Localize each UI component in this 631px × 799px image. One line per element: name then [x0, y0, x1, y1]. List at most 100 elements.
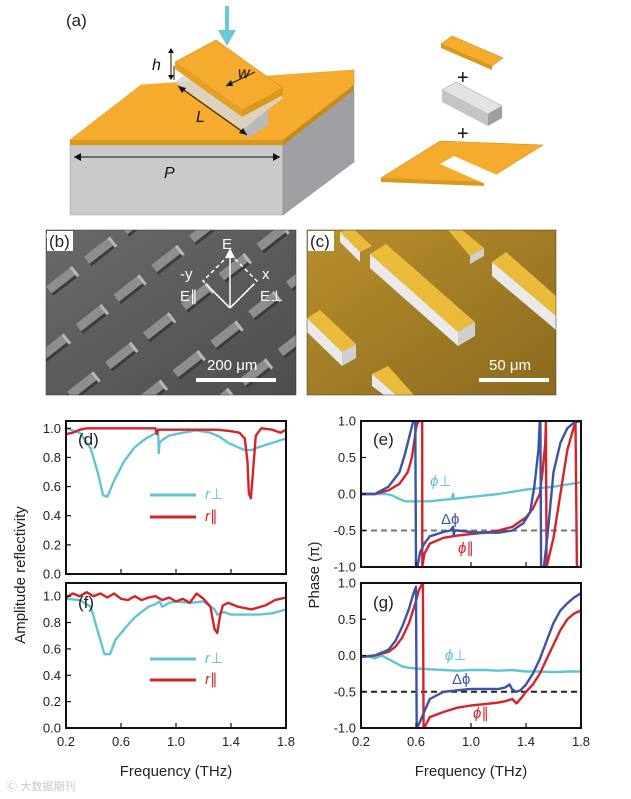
exploded-view: + + — [380, 35, 544, 186]
y-tick-label-f: 1.0 — [43, 589, 61, 604]
plus-sign-2: + — [457, 123, 469, 145]
legend-f: r⊥ r∥ — [150, 650, 223, 688]
y-tick-label-f: 0.0 — [43, 721, 61, 736]
annot-phi-perp-g: ϕ⊥ — [445, 647, 466, 664]
scale-label-c: 50 μm — [489, 357, 531, 374]
x-tick-label-g: 0.2 — [352, 734, 370, 749]
incident-arrow — [218, 6, 236, 46]
legend-r-par-f: r∥ — [205, 671, 218, 688]
plot-area-g: 0.2 0.6 1.0 1.4 1.8 -1.0 -0.5 0.0 0.5 1.0 — [334, 576, 590, 750]
axes-frame-e — [360, 420, 582, 568]
plus-sign-1: + — [457, 67, 469, 89]
chart-g: 0.2 0.6 1.0 1.4 1.8-1.0-0.50.00.51.0 (g) ϕ⊥ … — [334, 576, 590, 750]
legend-r-perp: r⊥ — [205, 486, 223, 503]
panel-label-d: (d) — [78, 430, 99, 449]
panel-c-label-bg — [308, 231, 334, 251]
y-tick-label-g: 1.0 — [338, 576, 356, 591]
legend-r-par: r∥ — [205, 508, 218, 525]
y-axis-title-left: Amplitude reflectivity — [12, 506, 29, 644]
series-line-f-1 — [66, 591, 286, 635]
plot-area-e: -1.0 -0.5 0.0 0.5 1.0 — [334, 414, 582, 575]
y-tick-label-g: -1.0 — [334, 721, 356, 736]
legend-r-perp-f: r⊥ — [205, 650, 223, 667]
annot-delta-phi-e: Δϕ — [441, 511, 459, 528]
label-E-par: E∥ — [180, 288, 198, 305]
panel-label-a: (a) — [66, 11, 87, 30]
y-tick-label-g: 0.0 — [338, 648, 356, 663]
chart-f: 0.2 0.6 1.0 1.4 1.80.00.20.40.60.81.0 (f) r⊥… — [43, 582, 295, 749]
y-tick-label-g: -0.5 — [334, 684, 356, 699]
y-tick-label-d: 1.0 — [43, 421, 61, 436]
y-tick-label-d: 0.2 — [43, 537, 61, 552]
y-tick-label-d: 0.8 — [43, 450, 61, 465]
dim-L-label: L — [196, 109, 205, 126]
series-line-d-1 — [66, 427, 286, 500]
plot-area-f: 0.2 0.6 1.0 1.4 1.80.00.20.40.60.81.0 — [43, 589, 295, 749]
dim-P-label: P — [164, 165, 175, 182]
label-E-perp: E⊥ — [260, 288, 283, 305]
y-tick-label-e: 0.0 — [338, 487, 356, 502]
x-axis-title-left: Frequency (THz) — [120, 763, 233, 780]
panel-label-e: (e) — [373, 430, 394, 449]
series-line-g-1 — [361, 583, 581, 728]
x-tick-label-g: 0.6 — [407, 734, 425, 749]
series-line-e-2 — [361, 421, 581, 567]
label-E: E — [222, 236, 232, 253]
bar-shapes — [307, 230, 556, 395]
label-neg-y: -y — [180, 266, 193, 283]
panel-label-f: (f) — [78, 593, 94, 612]
dim-h-label: h — [152, 57, 161, 74]
panel-c: (c) 50 μm — [306, 229, 557, 396]
x-tick-label-f: 0.6 — [112, 734, 130, 749]
chart-e: -1.0 -0.5 0.0 0.5 1.0 (e) ϕ⊥ Δϕ ϕ∥ — [334, 414, 582, 575]
dimension-annotations: h w L P — [74, 48, 280, 182]
series-line-g-2 — [361, 585, 581, 728]
x-tick-label-f: 1.0 — [167, 734, 185, 749]
y-axis-title-right: Phase (π) — [306, 541, 323, 608]
x-tick-label-g: 1.0 — [462, 734, 480, 749]
y-tick-label-e: 1.0 — [338, 414, 356, 429]
panel-a: (a) h — [66, 6, 544, 216]
y-tick-label-d: 0.0 — [43, 567, 61, 582]
panel-label-c: (c) — [310, 232, 330, 251]
panel-label-g: (g) — [373, 593, 394, 612]
y-tick-label-g: 0.5 — [338, 612, 356, 627]
scale-bar-b — [196, 378, 276, 382]
y-tick-label-d: 0.6 — [43, 479, 61, 494]
y-tick-label-f: 0.2 — [43, 694, 61, 709]
y-tick-label-e: -1.0 — [334, 560, 356, 575]
plot-area-d: 0.0 0.2 0.4 0.6 0.8 1.0 — [43, 421, 287, 582]
axes-frame-g — [360, 582, 582, 729]
y-tick-label-e: -0.5 — [334, 523, 356, 538]
series-line-f-0 — [66, 597, 286, 656]
x-axis-title-right: Frequency (THz) — [415, 763, 528, 780]
y-tick-label-f: 0.8 — [43, 615, 61, 630]
x-tick-label-g: 1.8 — [572, 734, 590, 749]
y-tick-label-e: 0.5 — [338, 450, 356, 465]
chart-d: 0.0 0.2 0.4 0.6 0.8 1.0 (d) r⊥ r∥ — [43, 420, 287, 582]
annot-delta-phi-g: Δϕ — [452, 671, 470, 688]
polarization-diagram: E -y x E∥ E⊥ — [180, 236, 283, 310]
annot-phi-par-g: ϕ∥ — [473, 705, 489, 722]
series-line-d-0 — [66, 427, 286, 498]
resonator-bar — [173, 39, 284, 138]
panel-b: (b) E -y x E∥ E⊥ 200 μm — [45, 229, 297, 396]
dim-w-label: w — [238, 65, 251, 82]
scale-bar-c — [479, 378, 549, 382]
scale-label-b: 200 μm — [207, 357, 257, 374]
label-x: x — [262, 266, 270, 283]
watermark: Ⓒ 大数据期刊 — [6, 780, 76, 793]
series-line-e-0 — [361, 481, 581, 503]
x-tick-label-g: 1.4 — [517, 734, 535, 749]
y-tick-label-d: 0.4 — [43, 508, 61, 523]
x-tick-label-f: 0.2 — [57, 734, 75, 749]
panel-label-b: (b) — [49, 232, 70, 251]
axes-frame-d — [65, 420, 287, 575]
axes-frame-f — [65, 582, 287, 729]
x-tick-label-f: 1.8 — [277, 734, 295, 749]
series-line-e-1 — [361, 421, 581, 567]
panel-b-label-bg — [47, 231, 73, 251]
x-tick-label-f: 1.4 — [222, 734, 240, 749]
annot-phi-par-e: ϕ∥ — [458, 540, 474, 557]
